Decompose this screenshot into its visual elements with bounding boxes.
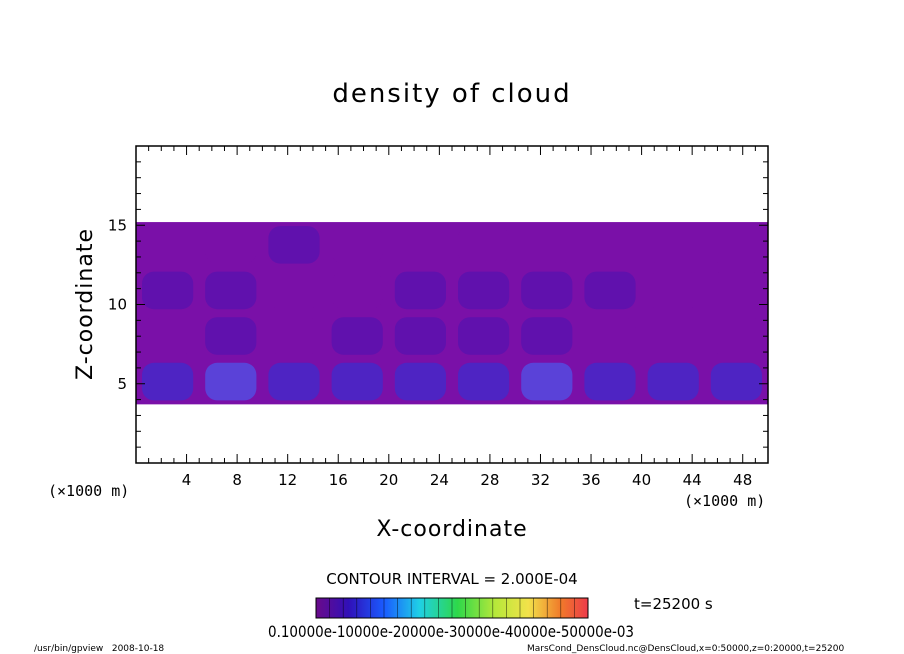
x-tick-label: 28 — [480, 471, 499, 489]
field-cell — [647, 317, 699, 355]
field-cell — [647, 271, 699, 310]
field-cell — [458, 226, 510, 264]
x-tick-label: 40 — [632, 471, 651, 489]
x-ticks: 4 8 12 16 20 24 28 32 36 40 44 48 — [135, 146, 769, 489]
footer-left: /usr/bin/gpview 2008-10-18 — [34, 644, 164, 654]
x-tick-label: 32 — [531, 471, 550, 489]
y-ticks: 5 10 15 — [108, 145, 768, 464]
field-cell — [458, 362, 510, 401]
field-cell — [710, 271, 762, 310]
field-cell — [647, 226, 699, 264]
field-cell — [710, 317, 762, 355]
chart-title: density of cloud — [332, 79, 571, 109]
x-tick-label: 8 — [232, 471, 242, 489]
field-cell — [710, 226, 762, 264]
field-cell — [268, 362, 320, 401]
x-axis-label: X-coordinate — [376, 517, 527, 542]
field-cell — [458, 317, 510, 355]
x-tick-label: 24 — [430, 471, 449, 489]
colorbar-labels: 0.10000e-10000e-20000e-30000e-40000e-500… — [268, 622, 634, 641]
x-tick-label: 48 — [733, 471, 752, 489]
x-tick-label: 12 — [278, 471, 297, 489]
field-cell — [394, 226, 446, 264]
y-tick-label: 10 — [108, 296, 127, 314]
field-cell — [584, 226, 636, 264]
field-cell — [268, 271, 320, 310]
field-cell — [331, 271, 383, 310]
y-axis-label: Z-coordinate — [73, 228, 98, 380]
field-cells — [142, 226, 762, 401]
field-cell — [521, 226, 573, 264]
x-tick-label: 16 — [329, 471, 348, 489]
field-cell — [394, 362, 446, 401]
field-cell — [205, 271, 257, 310]
field-cell — [647, 362, 699, 401]
x-tick-label: 4 — [182, 471, 192, 489]
time-label: t=25200 s — [634, 595, 713, 613]
colorbar-ticks — [329, 598, 575, 618]
field-cell — [710, 362, 762, 401]
field-cell — [331, 226, 383, 264]
x-tick-label: 20 — [379, 471, 398, 489]
field-cell — [331, 362, 383, 401]
field-cell — [584, 317, 636, 355]
field-cell — [142, 362, 194, 401]
x-tick-label: 44 — [683, 471, 702, 489]
y-tick-label: 5 — [117, 375, 127, 393]
field-cell — [394, 271, 446, 310]
field-cell — [142, 271, 194, 310]
cloud-field — [136, 222, 768, 405]
x-unit-right: (×1000 m) — [684, 492, 765, 510]
field-cell — [331, 317, 383, 355]
field-cell — [521, 271, 573, 310]
x-unit-left: (×1000 m) — [48, 482, 129, 500]
field-cell — [142, 317, 194, 355]
field-cell — [458, 271, 510, 310]
field-cell — [521, 317, 573, 355]
x-tick-label: 36 — [581, 471, 600, 489]
field-cell — [584, 362, 636, 401]
field-cell — [268, 317, 320, 355]
field-cell — [394, 317, 446, 355]
field-cell — [205, 362, 257, 401]
y-tick-label: 15 — [108, 216, 127, 234]
contour-interval-text: CONTOUR INTERVAL = 2.000E-04 — [326, 570, 577, 588]
field-cell — [521, 362, 573, 401]
field-cell — [268, 226, 320, 264]
field-cell — [584, 271, 636, 310]
field-cell — [205, 226, 257, 264]
field-cell — [142, 226, 194, 264]
field-cell — [205, 317, 257, 355]
footer-right: MarsCond_DensCloud.nc@DensCloud,x=0:5000… — [527, 644, 844, 654]
